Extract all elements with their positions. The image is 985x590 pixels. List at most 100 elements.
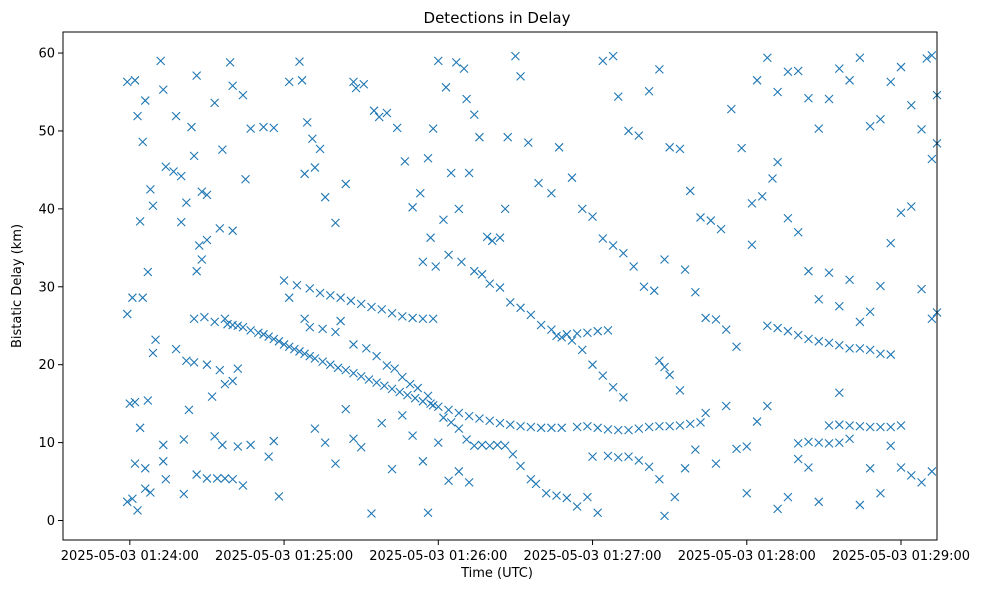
data-point [644,86,654,96]
data-point [613,453,623,462]
data-point [762,321,772,331]
data-point [588,212,597,222]
y-axis: 0 10 20 30 40 50 60 [38,47,63,529]
data-point [158,440,168,450]
data-point [508,449,518,459]
data-point [927,314,937,324]
data-point [428,124,438,134]
data-point [721,401,731,411]
data-point [654,356,664,366]
chart-title: Detections in Delay [424,9,571,27]
data-point [408,313,417,323]
data-point [459,64,469,74]
data-point [367,302,376,312]
data-point [176,171,186,181]
data-point [593,326,603,336]
data-point [356,299,366,309]
data-point [783,213,793,223]
data-point [210,317,220,327]
y-axis-title: Bistatic Delay (km) [10,224,25,348]
data-point [307,134,317,144]
data-point [356,371,366,381]
data-point [567,173,577,183]
data-point [634,424,644,433]
data-point [685,186,695,196]
data-point [711,459,721,469]
data-point [773,323,783,333]
data-point [834,420,844,430]
data-point [855,53,865,63]
data-point [233,442,243,451]
data-point [511,51,520,61]
data-point [495,233,505,243]
data-point [217,440,227,450]
data-point [554,142,564,152]
data-point [192,71,202,81]
data-point [433,402,443,412]
data-point [608,51,618,61]
data-point [372,378,382,388]
data-point [454,467,464,476]
data-point [906,470,916,480]
data-point [752,417,762,426]
data-point [469,266,479,276]
data-point [773,87,783,97]
data-point [886,441,896,451]
data-point [516,461,525,471]
data-point [390,364,399,373]
data-point [675,144,685,154]
data-point [516,421,525,431]
data-point [475,414,484,423]
data-point [845,75,854,85]
data-point [133,111,142,121]
data-point [202,474,212,483]
data-point [446,168,456,178]
data-point [876,422,885,432]
data-point [855,317,865,327]
data-point [215,365,225,375]
data-point [644,422,654,432]
data-point [845,275,854,285]
data-point [487,236,497,246]
data-point [706,216,716,225]
y-tick-label: 60 [38,47,55,62]
data-point [624,452,633,462]
data-point [382,108,392,118]
data-point [598,371,608,380]
data-point [367,509,376,518]
data-point [783,67,793,77]
data-point [197,255,207,264]
data-point [315,144,325,154]
data-point [457,257,466,267]
data-point [346,296,356,306]
data-point [634,131,644,141]
data-point [259,329,268,339]
data-point [146,488,155,497]
data-point [130,459,140,469]
data-point [503,132,513,142]
data-point [228,376,238,386]
data-point [264,452,274,462]
data-point [845,343,854,353]
data-point [215,223,225,233]
data-point [233,364,243,373]
data-point [886,350,896,359]
data-point [148,201,158,211]
data-point [824,421,834,430]
data-point [886,77,896,87]
data-point [220,314,230,324]
data-point [665,142,675,152]
data-point [351,83,361,93]
data-point [171,111,181,121]
data-point [690,287,700,297]
data-point [726,104,736,114]
data-point [423,153,433,163]
data-point [814,124,824,134]
data-point [179,489,189,499]
data-point [475,132,484,142]
data-point [845,434,854,444]
data-point [320,438,330,447]
data-point [477,269,487,279]
data-point [295,347,304,356]
data-point [783,492,793,502]
